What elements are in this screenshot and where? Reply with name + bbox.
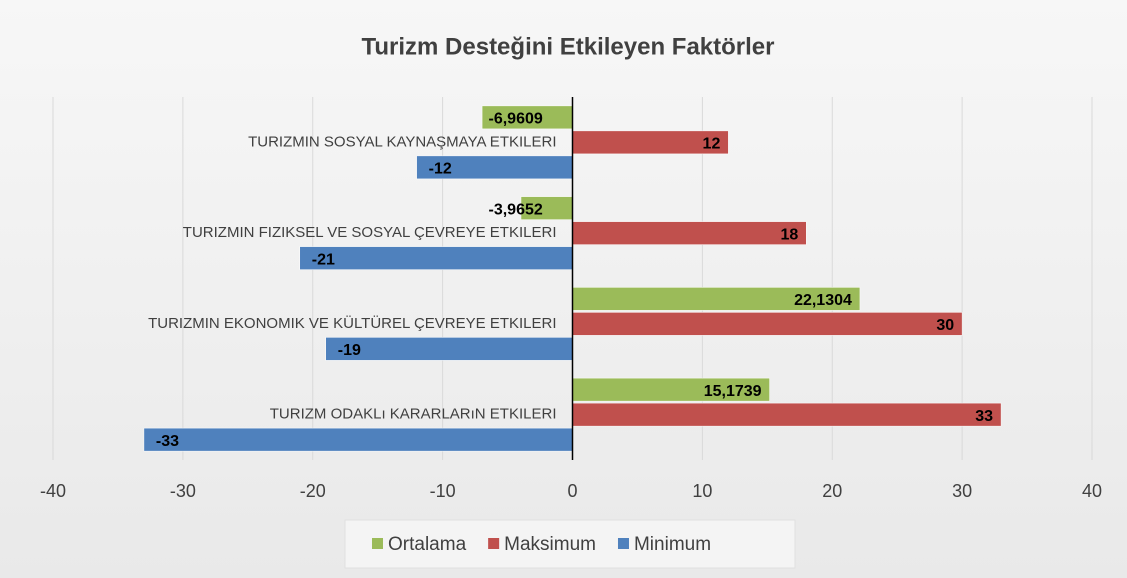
value-label: 15,1739 (704, 383, 762, 400)
x-tick-label: -40 (40, 481, 66, 501)
value-label: -6,9609 (489, 111, 543, 128)
y-tick-label: TURIZMIN FIZIKSEL VE SOSYAL ÇEVREYE ETKI… (183, 224, 557, 241)
y-tick-label: TURIZMIN SOSYAL KAYNAŞMAYA ETKILERI (248, 133, 556, 150)
legend-swatch (488, 538, 500, 549)
value-label: 30 (936, 317, 954, 334)
x-tick-label: 10 (692, 481, 712, 501)
value-label: 22,1304 (794, 292, 852, 309)
legend-label: Minimum (634, 534, 711, 555)
legend-swatch (372, 538, 383, 549)
legend-label: Maksimum (504, 534, 596, 555)
value-label: 18 (780, 226, 798, 243)
legend-box (344, 519, 796, 569)
x-tick-label: -30 (170, 481, 196, 501)
bar (572, 402, 1002, 427)
bar (572, 221, 807, 245)
x-tick-label: 20 (822, 481, 842, 501)
x-tick-label: 0 (567, 481, 577, 501)
bar (143, 427, 573, 452)
value-label: 33 (975, 408, 993, 425)
legend-swatch (617, 538, 629, 549)
bar (572, 312, 963, 336)
value-label: 12 (703, 136, 721, 153)
x-tick-label: 40 (1082, 481, 1102, 501)
value-label: -3,9652 (489, 201, 543, 218)
bar (325, 337, 573, 361)
value-label: -21 (312, 251, 335, 268)
y-tick-label: TURIZMIN EKONOMIK VE KÜLTÜREL ÇEVREYE ET… (148, 314, 556, 332)
legend-label: Ortalama (388, 534, 467, 555)
x-tick-label: -20 (300, 481, 326, 501)
value-label: -12 (429, 161, 452, 178)
x-tick-label: -10 (430, 481, 456, 501)
x-tick-label: 30 (952, 481, 972, 501)
y-tick-label: TURIZM ODAKLı KARARLARıN ETKILERI (270, 406, 557, 423)
value-label: -19 (338, 342, 361, 359)
chart-title: Turizm Desteğini Etkileyen Faktörler (361, 33, 774, 60)
value-label: -33 (156, 433, 179, 450)
bar (299, 246, 573, 270)
